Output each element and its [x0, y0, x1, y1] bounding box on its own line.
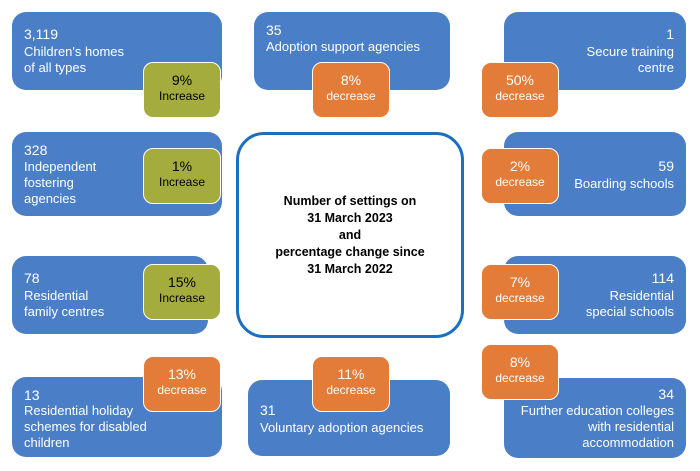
- secure-training-change-badge: 50% decrease: [481, 62, 559, 118]
- adoption-support-direction: decrease: [326, 89, 376, 103]
- holiday-schemes-direction: decrease: [157, 383, 207, 397]
- voluntary-adoption-change-badge: 11% decrease: [312, 356, 390, 412]
- childrens-homes-label: Children's homes of all types: [24, 44, 125, 75]
- holiday-schemes-change-badge: 13% decrease: [143, 356, 221, 412]
- family-centres-label: Residential family centres: [24, 288, 105, 319]
- fe-colleges-change-badge: 8% decrease: [481, 344, 559, 400]
- secure-training-change: 50%: [505, 72, 535, 88]
- fostering-change: 1%: [171, 158, 193, 174]
- voluntary-adoption-direction: decrease: [326, 383, 376, 397]
- voluntary-adoption-count: 31: [260, 402, 276, 418]
- fe-colleges-change: 8%: [509, 354, 531, 370]
- special-schools-change-badge: 7% decrease: [481, 264, 559, 320]
- special-schools-direction: decrease: [495, 291, 545, 305]
- fostering-change-badge: 1% Increase: [143, 148, 221, 204]
- special-schools-count: 114: [651, 270, 674, 286]
- secure-training-label: Secure training centre: [586, 44, 674, 75]
- secure-training-direction: decrease: [495, 89, 545, 103]
- fe-colleges-label: Further education colleges with resident…: [520, 403, 674, 450]
- adoption-support-change: 8%: [340, 72, 362, 88]
- family-centres-change: 15%: [167, 274, 197, 290]
- adoption-support-label: Adoption support agencies: [266, 39, 420, 54]
- voluntary-adoption-change: 11%: [337, 366, 365, 382]
- summary-box: Number of settings on 31 March 2023 and …: [236, 132, 464, 338]
- fostering-count: 328: [24, 142, 48, 158]
- childrens-homes-direction: Increase: [158, 89, 206, 103]
- special-schools-change: 7%: [509, 274, 531, 290]
- childrens-homes-count: 3,119: [24, 26, 58, 42]
- childrens-homes-change-badge: 9% Increase: [143, 62, 221, 118]
- holiday-schemes-label: Residential holiday schemes for disabled…: [24, 403, 147, 450]
- family-centres-count: 78: [24, 270, 40, 286]
- secure-training-card: 1 Secure training centre: [504, 12, 686, 90]
- boarding-count: 59: [658, 158, 674, 174]
- family-centres-change-badge: 15% Increase: [143, 264, 221, 320]
- holiday-schemes-change: 13%: [167, 366, 197, 382]
- fostering-direction: Increase: [158, 175, 206, 189]
- boarding-direction: decrease: [495, 175, 545, 189]
- adoption-support-count: 35: [266, 22, 282, 38]
- secure-training-count: 1: [666, 26, 674, 42]
- holiday-schemes-count: 13: [24, 387, 40, 403]
- boarding-label: Boarding schools: [574, 176, 674, 191]
- family-centres-direction: Increase: [158, 291, 206, 305]
- fe-colleges-direction: decrease: [495, 371, 545, 385]
- childrens-homes-change: 9%: [171, 72, 193, 88]
- childrens-homes-card: 3,119 Children's homes of all types: [12, 12, 222, 90]
- fostering-label: Independent fostering agencies: [24, 159, 97, 206]
- summary-title: Number of settings on 31 March 2023 and …: [275, 193, 425, 276]
- boarding-change-badge: 2% decrease: [481, 148, 559, 204]
- special-schools-label: Residential special schools: [585, 288, 674, 319]
- boarding-change: 2%: [509, 158, 531, 174]
- voluntary-adoption-label: Voluntary adoption agencies: [260, 420, 424, 435]
- adoption-support-change-badge: 8% decrease: [312, 62, 390, 118]
- fe-colleges-count: 34: [658, 386, 674, 402]
